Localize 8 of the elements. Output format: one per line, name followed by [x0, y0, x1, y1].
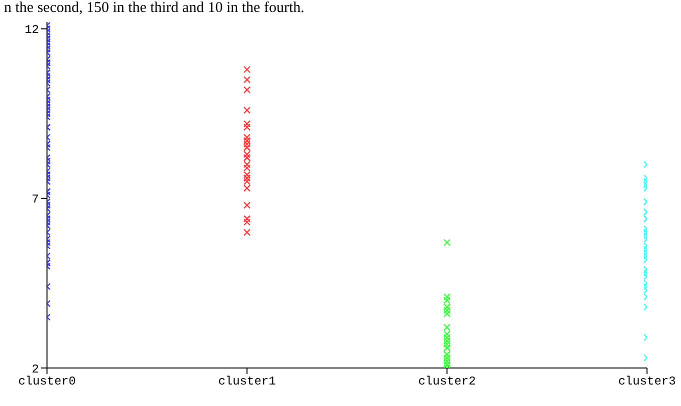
text: n the second, 150 in the third and 10 in the fourth. [4, 0, 304, 16]
x-tick-label: cluster2 [418, 374, 476, 389]
x-tick-label: cluster3 [618, 374, 676, 389]
y-tick-label: 2 [32, 362, 39, 376]
x-tick-label: cluster1 [218, 374, 276, 389]
y-tick-label: 7 [32, 192, 39, 207]
y-tick-label: 12 [24, 23, 39, 38]
x-tick-label: cluster0 [18, 374, 76, 389]
